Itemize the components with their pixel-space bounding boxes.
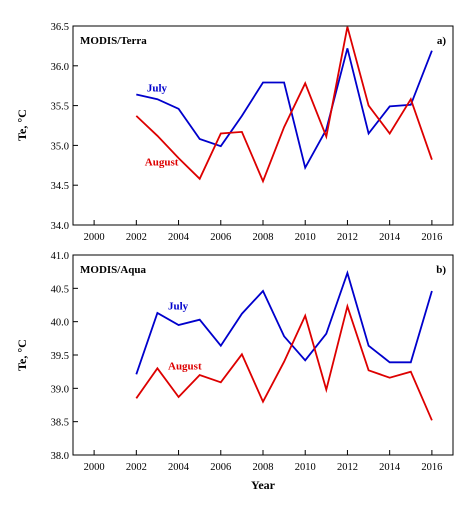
y-tick-label: 39.5 (51, 351, 69, 362)
x-ticks: 2000 2002 2004 2006 2008 2010 2012 2014 2016 (84, 450, 442, 473)
x-ticks: 2000 2002 2004 2006 2008 2010 2012 2014 2016 (84, 220, 442, 243)
x-tick-label: 2014 (379, 232, 401, 243)
x-tick-label: 2008 (253, 462, 274, 473)
y-ticks: 34.0 34.5 35.0 35.5 36.0 36.5 (51, 22, 78, 232)
panel-title: MODIS/Aqua (80, 264, 147, 276)
panel-aqua: MODIS/Aqua b) Te, °C Year 2000 2002 2004 20… (15, 251, 454, 492)
y-tick-label: 39.0 (51, 384, 69, 395)
x-tick-label: 2008 (253, 232, 274, 243)
y-tick-label: 34.0 (51, 221, 69, 232)
y-tick-label: 36.0 (51, 62, 69, 73)
x-tick-label: 2016 (421, 232, 442, 243)
series-line-july (135, 270, 433, 375)
series-labels: July August (168, 301, 202, 373)
x-tick-label: 2006 (210, 232, 231, 243)
x-tick-label: 2002 (126, 232, 147, 243)
x-tick-label: 2000 (84, 232, 105, 243)
y-tick-label: 41.0 (51, 251, 69, 262)
series-label-august: August (168, 361, 202, 373)
series-label-august: August (145, 156, 179, 168)
series-label-july: July (147, 82, 168, 94)
panel-title: MODIS/Terra (80, 35, 147, 47)
y-ticks: 38.0 38.5 39.0 39.5 40.0 40.5 41.0 (51, 251, 78, 462)
panel-letter: b) (436, 264, 446, 276)
y-tick-label: 36.5 (51, 22, 69, 33)
y-tick-label: 40.0 (51, 318, 69, 329)
x-tick-label: 2010 (295, 462, 316, 473)
series-line-august (135, 303, 433, 421)
plot-frame (72, 25, 454, 226)
x-tick-label: 2004 (168, 462, 190, 473)
x-tick-label: 2014 (379, 462, 401, 473)
panel-letter: a) (437, 35, 447, 47)
y-tick-label: 35.5 (51, 102, 69, 113)
x-tick-label: 2004 (168, 232, 190, 243)
y-tick-label: 38.0 (51, 451, 69, 462)
y-axis-label: Te, °C (15, 109, 29, 141)
x-tick-label: 2010 (295, 232, 316, 243)
x-tick-label: 2006 (210, 462, 231, 473)
y-tick-label: 34.5 (51, 181, 69, 192)
y-axis-label: Te, °C (15, 339, 29, 371)
y-tick-label: 35.0 (51, 141, 69, 152)
x-tick-label: 2000 (84, 462, 105, 473)
x-tick-label: 2012 (337, 462, 358, 473)
y-tick-label: 38.5 (51, 418, 69, 429)
plot-frame (72, 254, 454, 456)
x-tick-label: 2012 (337, 232, 358, 243)
x-axis-label: Year (251, 478, 276, 492)
y-tick-label: 40.5 (51, 284, 69, 295)
series-group (135, 26, 433, 184)
series-group (135, 270, 433, 421)
series-label-july: July (168, 301, 189, 313)
series-labels: July August (145, 82, 179, 168)
x-tick-label: 2002 (126, 462, 147, 473)
series-line-august (135, 26, 433, 184)
series-line-july (136, 48, 433, 171)
panel-terra: MODIS/Terra a) Te, °C 2000 2002 2004 2006 20… (15, 22, 454, 243)
x-tick-label: 2016 (421, 462, 442, 473)
